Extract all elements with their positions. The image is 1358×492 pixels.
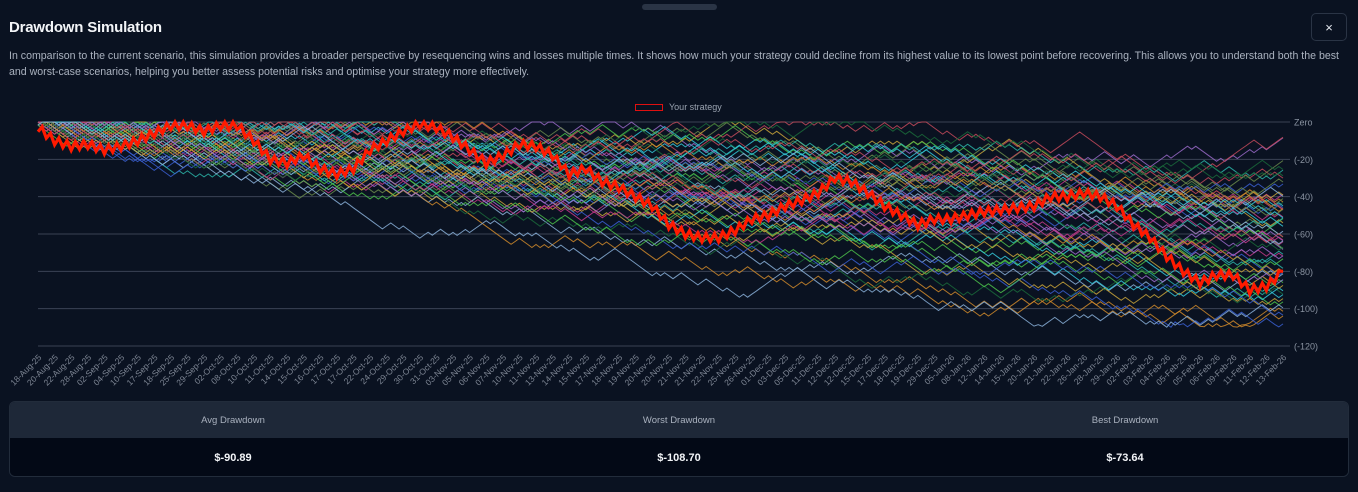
x-axis-labels: 18-Aug-2520-Aug-2522-Aug-2528-Aug-2502-S… xyxy=(8,352,1288,387)
stats-value-row: $-90.89 $-108.70 $-73.64 xyxy=(10,438,1348,476)
modal-description: In comparison to the current scenario, t… xyxy=(9,50,1340,78)
avg-drawdown-value: $-90.89 xyxy=(214,452,252,464)
svg-text:(-40): (-40) xyxy=(1294,192,1313,202)
svg-text:(-20): (-20) xyxy=(1294,155,1313,165)
strategy-line xyxy=(36,118,1284,299)
chart-grid: Zero (-20) (-40) (-60) (-80) (-100) (-120) xyxy=(38,118,1318,352)
svg-text:Zero: Zero xyxy=(1294,118,1313,128)
svg-text:(-100): (-100) xyxy=(1294,304,1318,314)
close-button[interactable]: × xyxy=(1311,13,1347,41)
simulation-paths xyxy=(37,121,1284,328)
modal-title: Drawdown Simulation xyxy=(9,19,162,36)
svg-text:(-60): (-60) xyxy=(1294,230,1313,240)
best-drawdown-label: Best Drawdown xyxy=(1091,414,1159,426)
legend-swatch-icon xyxy=(635,103,663,111)
worst-drawdown-label: Worst Drawdown xyxy=(642,414,716,426)
worst-drawdown-value: $-108.70 xyxy=(657,452,701,464)
chart-legend[interactable]: Your strategy xyxy=(635,102,722,112)
svg-text:(-120): (-120) xyxy=(1294,342,1318,352)
drawdown-stats-table: Avg Drawdown Worst Drawdown Best Drawdow… xyxy=(9,401,1349,477)
drawdown-chart: Zero (-20) (-40) (-60) (-80) (-100) (-120) 18-… xyxy=(8,118,1318,388)
drag-handle[interactable] xyxy=(642,4,717,10)
svg-text:(-80): (-80) xyxy=(1294,267,1313,277)
stats-header-row: Avg Drawdown Worst Drawdown Best Drawdow… xyxy=(10,402,1348,438)
avg-drawdown-label: Avg Drawdown xyxy=(201,414,265,426)
close-icon: × xyxy=(1325,19,1333,35)
legend-label: Your strategy xyxy=(669,102,722,112)
best-drawdown-value: $-73.64 xyxy=(1106,452,1144,464)
